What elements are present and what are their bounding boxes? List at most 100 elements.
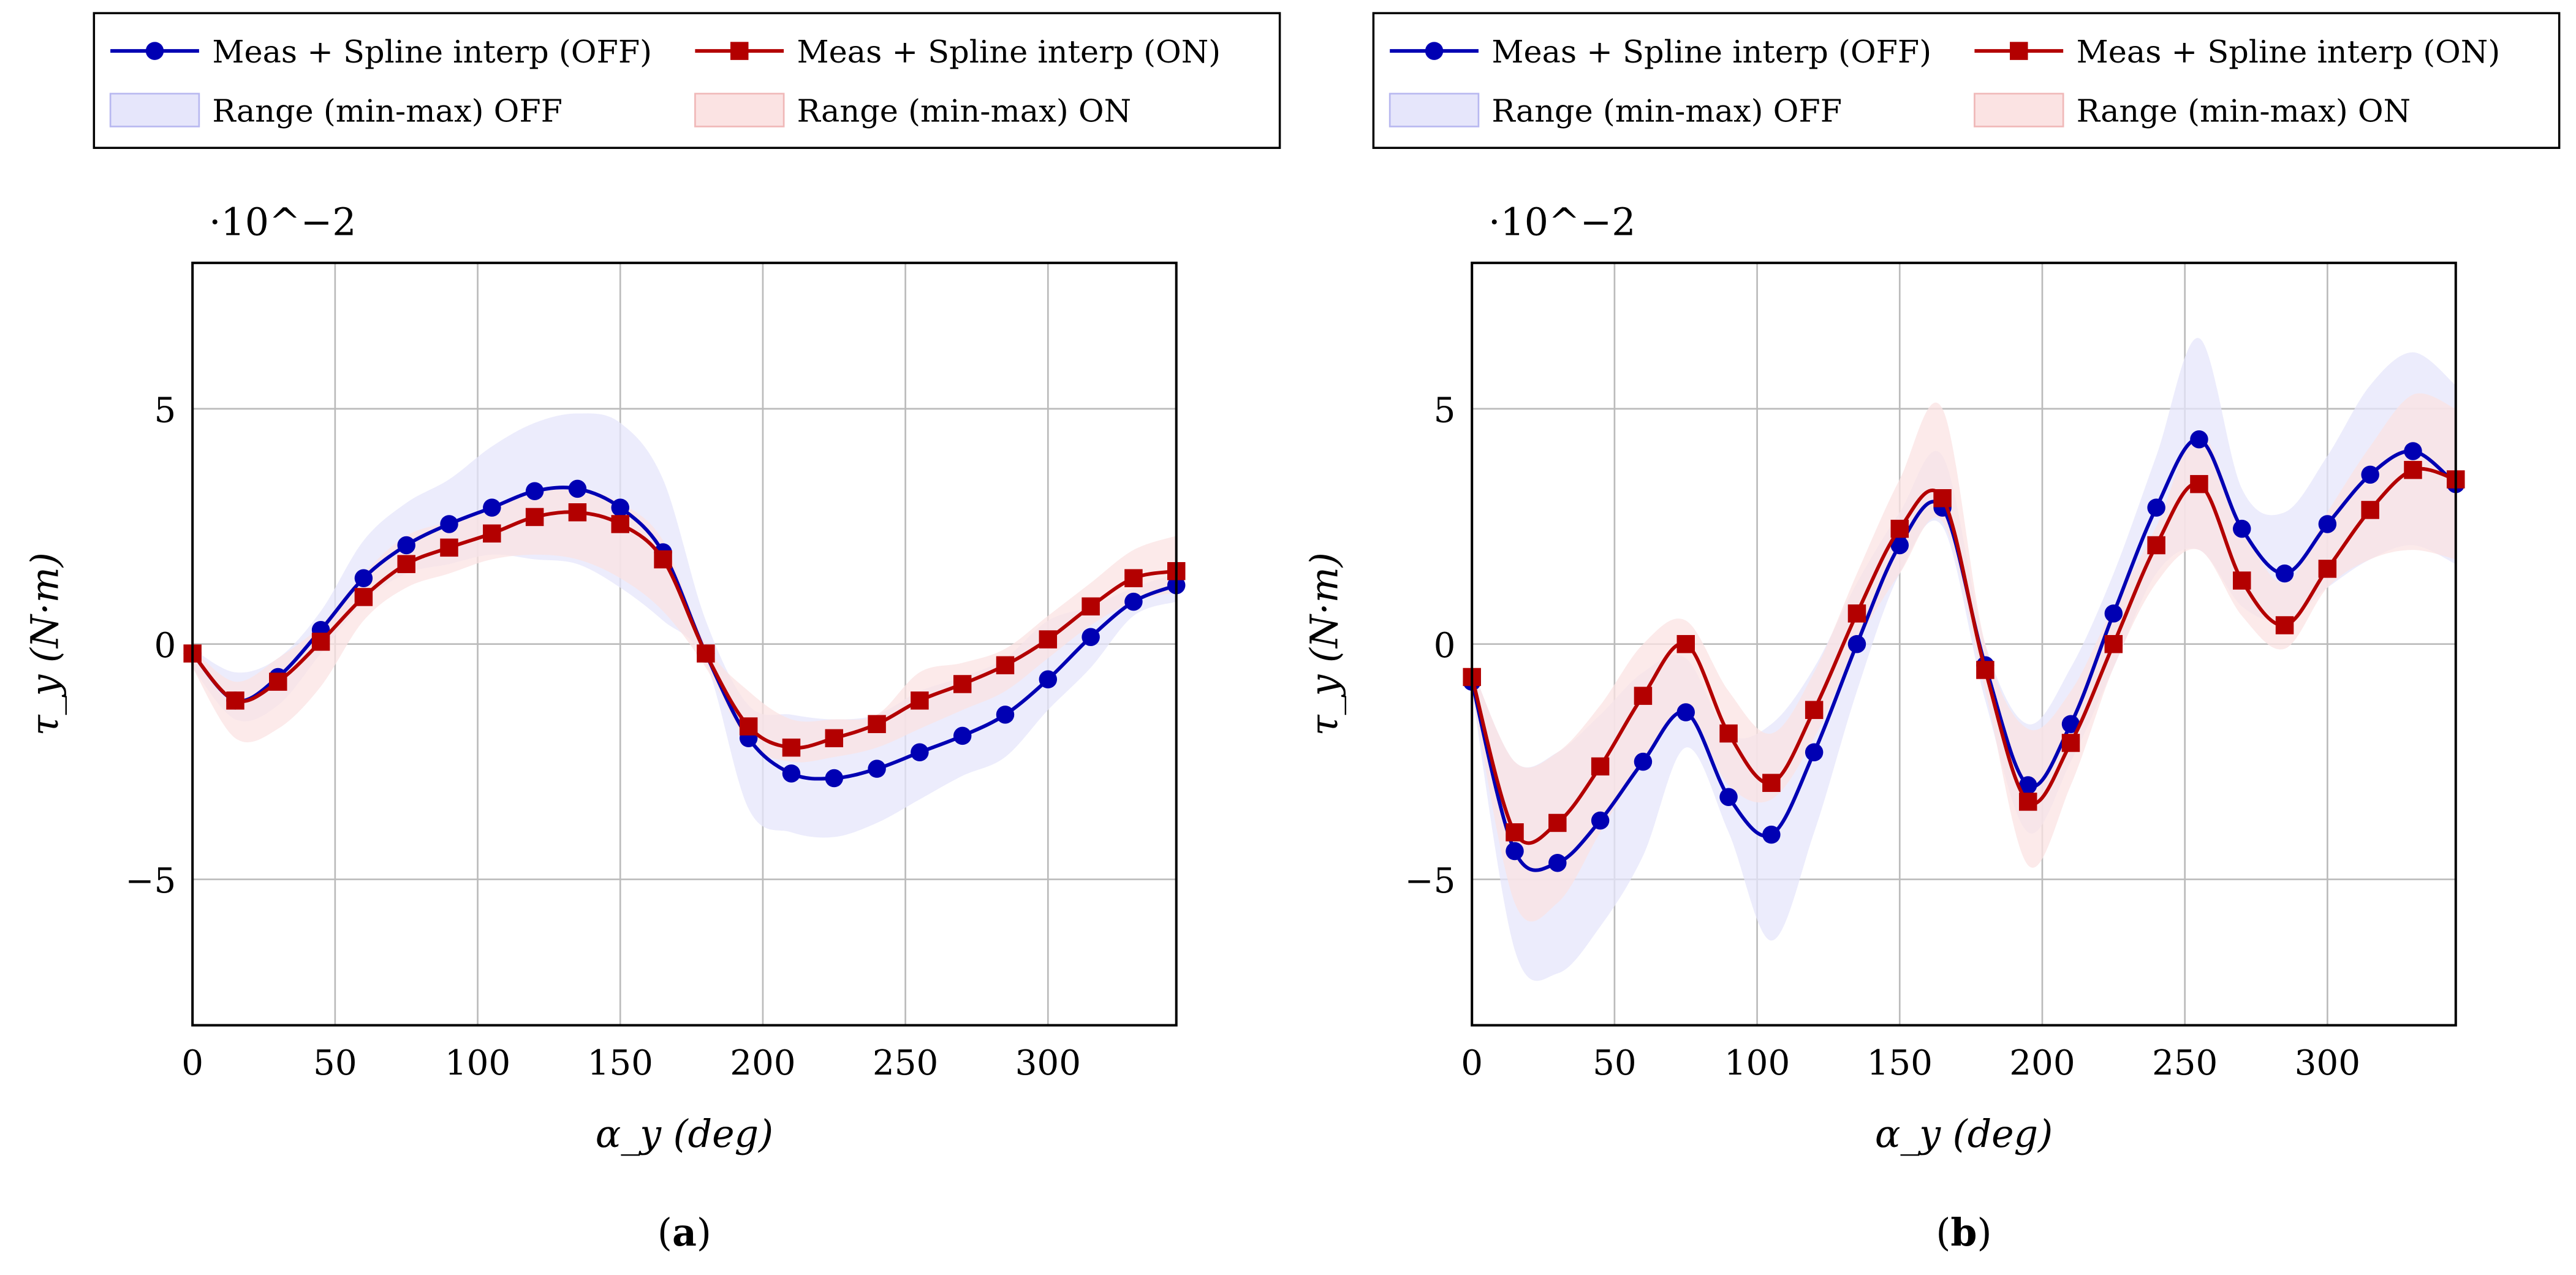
data-point-on <box>2275 616 2294 634</box>
legend-circle-marker-icon <box>1425 42 1444 60</box>
data-point-off <box>354 569 373 587</box>
data-point-on <box>1506 823 1524 842</box>
data-point-off <box>1591 811 1610 830</box>
data-point-off <box>1847 634 1866 653</box>
data-point-off <box>1082 628 1100 646</box>
x-tick-label: 250 <box>873 1043 938 1083</box>
data-point-on <box>1762 774 1781 792</box>
data-point-on <box>654 550 672 569</box>
x-tick-label: 150 <box>588 1043 653 1083</box>
y-scale-label: ·10^−2 <box>1488 200 1635 244</box>
data-point-off <box>2275 564 2294 583</box>
legend: Meas + Spline interp (OFF) Meas + Spline … <box>1372 12 2561 149</box>
data-point-off <box>440 515 458 533</box>
data-point-off <box>483 498 501 517</box>
data-point-off <box>2318 515 2337 533</box>
data-point-off <box>825 769 844 788</box>
data-point-on <box>226 691 244 710</box>
data-point-on <box>2232 571 2251 590</box>
data-point-off <box>2147 498 2165 517</box>
data-point-on <box>611 515 629 533</box>
data-point-on <box>1976 661 1995 679</box>
data-point-off <box>996 706 1015 724</box>
y-tick-label: 0 <box>154 626 176 666</box>
data-point-on <box>2147 536 2165 555</box>
data-point-off <box>525 482 544 500</box>
range-band-on <box>192 488 1176 763</box>
data-point-on <box>397 555 415 573</box>
data-point-on <box>1890 519 1909 538</box>
data-point-on <box>1039 630 1058 649</box>
data-point-on <box>739 717 758 736</box>
data-point-off <box>1548 853 1567 872</box>
data-point-on <box>1719 724 1738 743</box>
data-point-off <box>2190 430 2208 449</box>
legend-entry: Meas + Spline interp (ON) <box>2077 34 2501 70</box>
x-axis-label: α_y (deg) <box>596 1112 773 1156</box>
data-point-on <box>911 691 929 710</box>
legend-fill-swatch-icon <box>694 93 785 128</box>
y-tick-label: 5 <box>1434 390 1456 430</box>
legend-square-marker-icon <box>730 42 749 60</box>
x-tick-label: 100 <box>1724 1043 1790 1083</box>
legend-entry: Meas + Spline interp (OFF) <box>212 34 652 70</box>
data-point-off <box>1039 670 1058 689</box>
x-tick-label: 50 <box>1593 1043 1637 1083</box>
data-point-on <box>868 715 886 733</box>
data-point-on <box>1548 813 1567 832</box>
data-point-on <box>525 508 544 527</box>
data-point-off <box>568 479 587 498</box>
data-point-off <box>2018 776 2037 794</box>
data-point-on <box>311 633 330 651</box>
legend: Meas + Spline interp (OFF) Meas + Spline … <box>93 12 1281 149</box>
y-scale-label: ·10^−2 <box>209 200 356 244</box>
data-point-on <box>2190 474 2208 493</box>
x-tick-label: 200 <box>730 1043 795 1083</box>
x-tick-label: 300 <box>2295 1043 2360 1083</box>
data-point-on <box>2104 634 2123 653</box>
legend-entry: Meas + Spline interp (OFF) <box>1491 34 1931 70</box>
data-point-on <box>825 729 844 748</box>
data-point-off <box>611 498 629 517</box>
data-point-off <box>2104 604 2123 623</box>
data-point-on <box>1676 634 1695 653</box>
axes-frame <box>191 261 1178 1027</box>
caption-letter: b <box>1950 1210 1977 1255</box>
data-point-on <box>440 538 458 557</box>
x-axis-label: α_y (deg) <box>1875 1112 2053 1156</box>
data-point-on <box>1933 489 1952 508</box>
caption: (b) <box>1936 1210 1991 1255</box>
chart-b: 0 50 100 150 200 250 300 −5 0 5 ·10^−2 α_y (deg) τ_y… <box>1302 12 2561 1255</box>
range-band-on <box>1472 393 2456 922</box>
data-point-off <box>868 759 886 778</box>
y-axis-label: τ_y (N·m) <box>1302 552 1346 736</box>
x-tick-label: 0 <box>1461 1043 1483 1083</box>
data-point-on <box>2361 501 2379 519</box>
data-point-off <box>1890 536 1909 555</box>
legend-circle-marker-icon <box>145 42 164 60</box>
legend-entry: Meas + Spline interp (ON) <box>797 34 1221 70</box>
legend-fill-swatch-icon <box>1974 93 2064 128</box>
legend-entry: Range (min-max) OFF <box>1491 93 1842 129</box>
data-point-on <box>269 672 287 691</box>
y-tick-label: 0 <box>1434 626 1456 666</box>
data-point-on <box>1847 604 1866 623</box>
data-point-off <box>911 743 929 762</box>
data-point-off <box>2361 465 2379 484</box>
data-point-on <box>568 503 587 522</box>
x-tick-label: 50 <box>313 1043 357 1083</box>
data-point-on <box>996 656 1015 675</box>
data-point-on <box>483 524 501 543</box>
data-point-on <box>354 588 373 606</box>
x-tick-label: 300 <box>1015 1043 1081 1083</box>
legend-entry: Range (min-max) ON <box>2077 93 2411 129</box>
y-tick-label: 5 <box>154 390 176 430</box>
axes-frame <box>1471 261 2457 1027</box>
range-band-off <box>1472 338 2456 981</box>
data-point-off <box>1506 842 1524 861</box>
x-tick-label: 200 <box>2009 1043 2075 1083</box>
x-tick-label: 150 <box>1867 1043 1933 1083</box>
data-point-on <box>953 675 972 693</box>
data-point-off <box>782 764 801 783</box>
